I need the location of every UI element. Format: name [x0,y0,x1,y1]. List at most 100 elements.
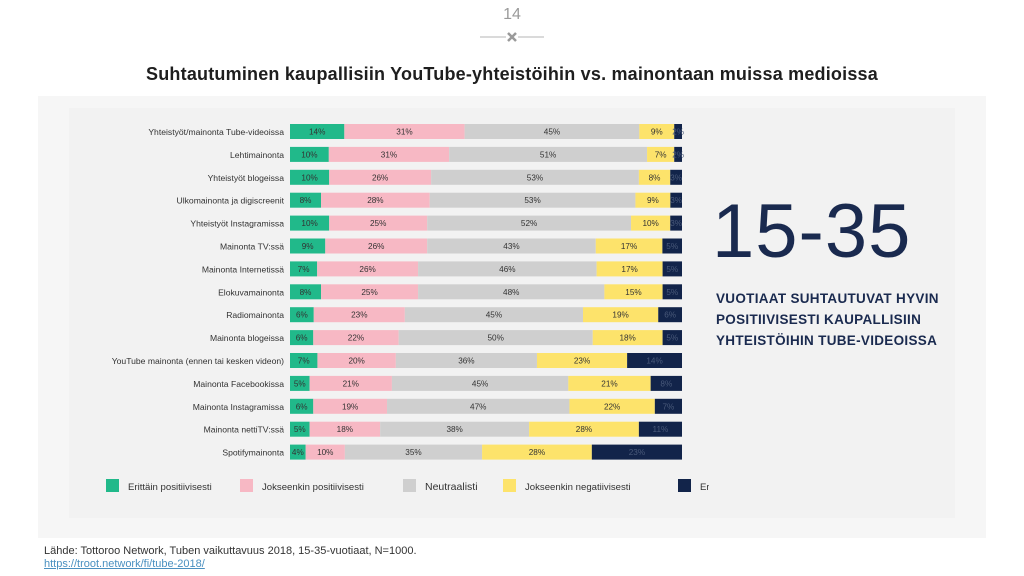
data-label: 18% [619,334,635,343]
data-label: 28% [367,196,383,205]
data-label: 9% [647,196,659,205]
bar-segment-very_negative [638,421,682,437]
bar-segment-positive [321,284,419,300]
bar-segment-neutral [449,146,648,162]
bar-segment-negative [592,330,663,346]
data-label: 7% [298,357,310,366]
bar-segment-negative [638,169,671,185]
category-label: Spotifymainonta [222,448,284,458]
data-label: 21% [601,379,617,388]
stacked-bar-chart: Yhteistyöt/mainonta Tube-videoissa 14% 31%… [106,124,709,493]
data-label: 21% [343,379,359,388]
bar-segment-very_negative [658,307,682,323]
bar-segment-very_positive [290,284,322,300]
data-label: 22% [348,334,364,343]
bar-segment-positive [309,421,381,437]
data-label: 5% [294,379,306,388]
data-label: 46% [499,265,515,274]
bar-segment-very_positive [290,375,310,391]
bar-segment-neutral [418,261,597,277]
data-label: 18% [337,425,353,434]
bar-segment-negative [595,238,663,254]
source-link[interactable]: https://troot.network/fi/tube-2018/ [44,558,205,570]
data-label: 3% [670,219,682,228]
category-label: Mainonta Internetissä [202,264,284,274]
callout-text: VUOTIAAT SUHTAUTUVAT HYVIN POSITIIVISEST… [716,288,966,351]
bar-segment-positive [329,169,432,185]
page-number: 14 [503,6,521,23]
bar-segment-positive [344,124,465,139]
data-label: 8% [649,173,661,182]
bar-segment-very_negative [650,375,682,391]
data-label: 26% [372,173,388,182]
category-label: Mainonta nettiTV:ssä [204,425,285,435]
legend-label: Jokseenkin positiivisesti [262,482,364,493]
data-label: 26% [359,265,375,274]
bar-segment-neutral [427,238,596,254]
data-label: 31% [381,150,397,159]
data-label: 5% [666,288,678,297]
legend-swatch-very_positive [106,479,119,492]
bar-segment-very_positive [290,353,318,368]
data-label: 50% [488,334,504,343]
bar-segment-neutral [395,353,537,368]
data-label: 10% [317,448,333,457]
bar-segment-very_negative [654,398,682,414]
data-label: 47% [470,402,486,411]
data-label: 19% [612,311,628,320]
data-label: 22% [604,402,620,411]
data-label: 14% [309,128,325,137]
data-label: 10% [301,173,317,182]
bar-segment-negative [529,421,639,437]
data-label: 7% [655,150,667,159]
data-label: 6% [296,311,308,320]
data-label: 53% [524,196,540,205]
bar-segment-negative [583,307,659,323]
bar-segment-very_positive [290,146,329,162]
data-label: 23% [574,357,590,366]
bar-segment-very_positive [290,398,314,414]
source-note: Lähde: Tottoroo Network, Tuben vaikuttav… [44,545,417,557]
data-label: 14% [646,357,662,366]
legend-swatch-neutral [403,479,416,492]
bar-segment-positive [305,444,345,460]
bar-segment-neutral [380,421,530,437]
data-label: 17% [621,242,637,251]
bar-segment-positive [309,375,392,391]
category-label: Mainonta Instagramissa [193,402,284,412]
bar-segment-very_negative [670,215,682,231]
data-label: 6% [664,311,676,320]
bar-segment-very_positive [290,421,310,437]
data-label: 45% [472,379,488,388]
category-label: Yhteistyöt/mainonta Tube-videoissa [148,127,284,137]
bar-segment-very_positive [290,261,318,277]
data-label: 10% [301,219,317,228]
bar-segment-very_negative [674,146,682,162]
callout-line-2: POSITIIVISESTI KAUPALLISIIN [716,312,922,327]
category-label: Radiomainonta [226,310,284,320]
legend-swatch-negative [503,479,516,492]
bar-segment-positive [317,261,419,277]
data-label: 48% [503,288,519,297]
bar-segment-very_positive [290,215,330,231]
category-label: Yhteistyöt Instagramissa [190,219,284,229]
data-label: 36% [458,357,474,366]
bar-segment-very_positive [290,238,326,254]
bar-segment-very_positive [290,444,306,460]
legend-swatch-very_negative [678,479,691,492]
bar-segment-positive [313,330,399,346]
data-label: 26% [368,242,384,251]
data-label: 38% [446,425,462,434]
data-label: 35% [405,448,421,457]
bar-segment-very_positive [290,192,322,208]
data-label: 25% [361,288,377,297]
bar-segment-negative [568,375,651,391]
bar-segment-positive [313,398,388,414]
bar-segment-positive [321,192,430,208]
bar-segment-positive [329,215,428,231]
data-label: 5% [666,334,678,343]
bar-segment-negative [639,124,675,139]
category-label: Lehtimainonta [230,150,284,160]
bar-segment-negative [596,261,663,277]
bar-segment-neutral [427,215,632,231]
